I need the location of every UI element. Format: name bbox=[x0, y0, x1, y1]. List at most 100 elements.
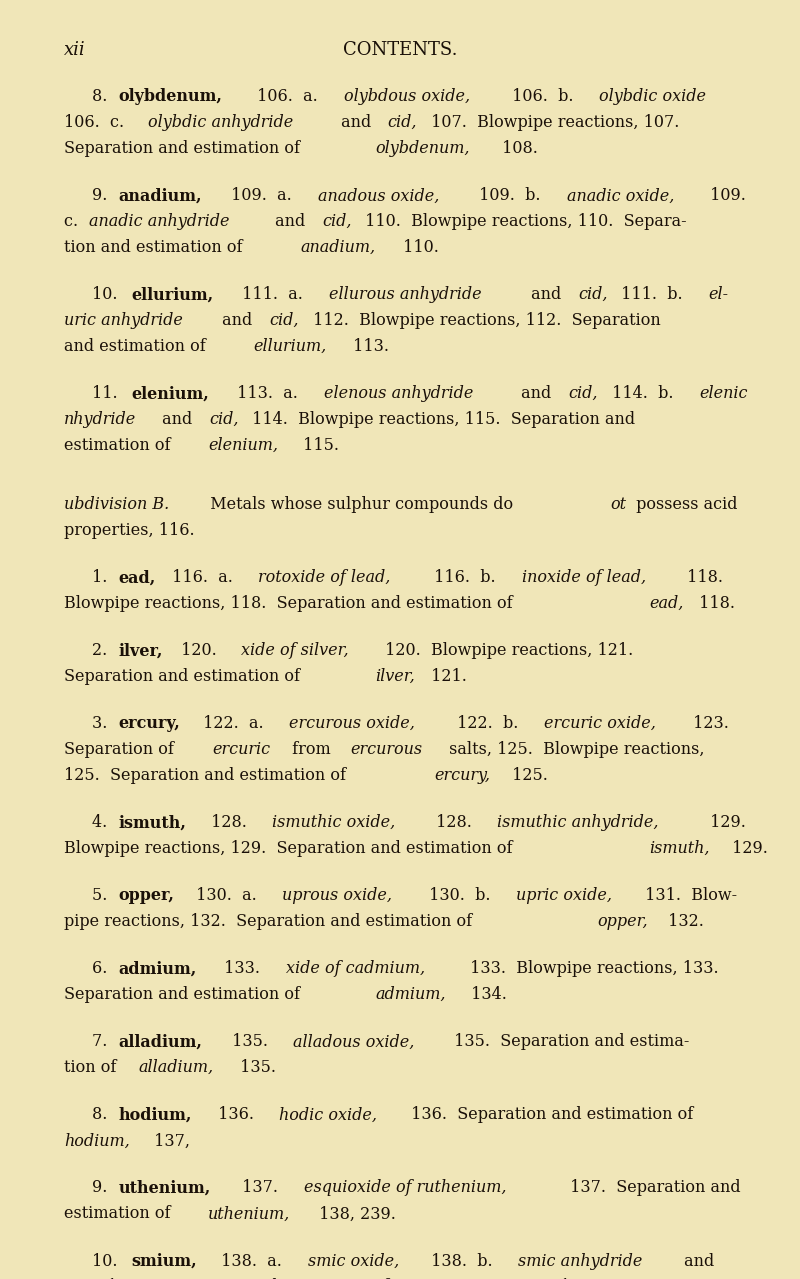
Text: opper,: opper, bbox=[598, 913, 648, 930]
Text: 133.: 133. bbox=[219, 961, 270, 977]
Text: Metals whose sulphur compounds do: Metals whose sulphur compounds do bbox=[200, 496, 518, 513]
Text: olybdenum,: olybdenum, bbox=[118, 88, 222, 105]
Text: 5.: 5. bbox=[92, 888, 113, 904]
Text: elenium,: elenium, bbox=[132, 385, 210, 403]
Text: admium,: admium, bbox=[375, 986, 446, 1003]
Text: ercury,: ercury, bbox=[118, 715, 180, 732]
Text: elenic: elenic bbox=[699, 385, 747, 403]
Text: uthenium,: uthenium, bbox=[118, 1179, 210, 1196]
Text: 123.: 123. bbox=[689, 715, 730, 732]
Text: ead,: ead, bbox=[650, 595, 684, 613]
Text: alladous oxide,: alladous oxide, bbox=[293, 1033, 414, 1050]
Text: 135.  Separation and estima-: 135. Separation and estima- bbox=[450, 1033, 690, 1050]
Text: 138.  a.: 138. a. bbox=[216, 1252, 287, 1270]
Text: 129.: 129. bbox=[706, 815, 746, 831]
Text: 136.  Separation and estimation of: 136. Separation and estimation of bbox=[406, 1106, 693, 1123]
Text: esquioxide of ruthenium,: esquioxide of ruthenium, bbox=[304, 1179, 506, 1196]
Text: 110.  Blowpipe reactions, 110.  Separa-: 110. Blowpipe reactions, 110. Separa- bbox=[360, 214, 687, 230]
Text: 111.  a.: 111. a. bbox=[238, 286, 309, 303]
Text: 113.  a.: 113. a. bbox=[232, 385, 303, 403]
Text: cid,: cid, bbox=[322, 214, 352, 230]
Text: 6.: 6. bbox=[92, 961, 113, 977]
Text: 107.  Blowpipe reactions, 107.: 107. Blowpipe reactions, 107. bbox=[426, 114, 679, 132]
Text: and: and bbox=[218, 312, 258, 329]
Text: cid,: cid, bbox=[270, 312, 299, 329]
Text: 130.  b.: 130. b. bbox=[424, 888, 495, 904]
Text: ellurium,: ellurium, bbox=[254, 338, 326, 356]
Text: anadic anhydride: anadic anhydride bbox=[89, 214, 230, 230]
Text: ismuth,: ismuth, bbox=[650, 840, 710, 857]
Text: ercurous oxide,: ercurous oxide, bbox=[290, 715, 415, 732]
Text: 131.  Blow-: 131. Blow- bbox=[640, 888, 738, 904]
Text: uthenium,: uthenium, bbox=[208, 1205, 290, 1223]
Text: 125.  Separation and estimation of: 125. Separation and estimation of bbox=[64, 767, 351, 784]
Text: 137.: 137. bbox=[238, 1179, 289, 1196]
Text: pipe reactions, 132.  Separation and estimation of: pipe reactions, 132. Separation and esti… bbox=[64, 913, 478, 930]
Text: 106.  a.: 106. a. bbox=[253, 88, 323, 105]
Text: ellurous anhydride: ellurous anhydride bbox=[329, 286, 482, 303]
Text: and: and bbox=[158, 412, 198, 428]
Text: 108.: 108. bbox=[497, 141, 538, 157]
Text: rotoxide of lead,: rotoxide of lead, bbox=[258, 569, 390, 586]
Text: 120.  Blowpipe reactions, 121.: 120. Blowpipe reactions, 121. bbox=[380, 642, 634, 659]
Text: smic anhydride: smic anhydride bbox=[518, 1252, 642, 1270]
Text: smium,: smium, bbox=[131, 1252, 197, 1270]
Text: uric anhydride: uric anhydride bbox=[64, 312, 183, 329]
Text: 8.: 8. bbox=[92, 88, 113, 105]
Text: 129.: 129. bbox=[727, 840, 768, 857]
Text: 122.  a.: 122. a. bbox=[198, 715, 269, 732]
Text: hodium,: hodium, bbox=[64, 1132, 130, 1150]
Text: elenous anhydride: elenous anhydride bbox=[324, 385, 473, 403]
Text: upric oxide,: upric oxide, bbox=[516, 888, 612, 904]
Text: ellurium,: ellurium, bbox=[131, 286, 214, 303]
Text: uprous oxide,: uprous oxide, bbox=[282, 888, 392, 904]
Text: ismuth,: ismuth, bbox=[118, 815, 186, 831]
Text: 106.  c.: 106. c. bbox=[64, 114, 130, 132]
Text: ot: ot bbox=[610, 496, 626, 513]
Text: 128.: 128. bbox=[431, 815, 482, 831]
Text: 130.  a.: 130. a. bbox=[190, 888, 262, 904]
Text: tion of: tion of bbox=[64, 1059, 122, 1077]
Text: 9.: 9. bbox=[92, 1179, 113, 1196]
Text: hodium,: hodium, bbox=[118, 1106, 192, 1123]
Text: 106.  b.: 106. b. bbox=[506, 88, 578, 105]
Text: 120.: 120. bbox=[175, 642, 226, 659]
Text: 115.: 115. bbox=[298, 437, 339, 454]
Text: 138.  b.: 138. b. bbox=[426, 1252, 498, 1270]
Text: and estimation of: and estimation of bbox=[64, 338, 211, 356]
Text: 135.: 135. bbox=[235, 1059, 276, 1077]
Text: Separation and estimation of: Separation and estimation of bbox=[64, 141, 305, 157]
Text: anadic oxide,: anadic oxide, bbox=[566, 187, 674, 205]
Text: Separation of: Separation of bbox=[64, 741, 179, 758]
Text: 135.: 135. bbox=[226, 1033, 278, 1050]
Text: 111.  b.: 111. b. bbox=[616, 286, 688, 303]
Text: 121.: 121. bbox=[426, 668, 467, 686]
Text: ercurous: ercurous bbox=[350, 741, 422, 758]
Text: and: and bbox=[516, 385, 557, 403]
Text: olybdous oxide,: olybdous oxide, bbox=[344, 88, 470, 105]
Text: 113.: 113. bbox=[348, 338, 389, 356]
Text: 11.: 11. bbox=[92, 385, 122, 403]
Text: 2.: 2. bbox=[92, 642, 112, 659]
Text: tion and estimation of: tion and estimation of bbox=[64, 239, 248, 256]
Text: salts, 125.  Blowpipe reactions,: salts, 125. Blowpipe reactions, bbox=[443, 741, 704, 758]
Text: ubdivision B.: ubdivision B. bbox=[64, 496, 170, 513]
Text: 112.  Blowpipe reactions, 112.  Separation: 112. Blowpipe reactions, 112. Separation bbox=[307, 312, 660, 329]
Text: ercuric oxide,: ercuric oxide, bbox=[544, 715, 656, 732]
Text: 116.  b.: 116. b. bbox=[429, 569, 501, 586]
Text: Blowpipe reactions, 118.  Separation and estimation of: Blowpipe reactions, 118. Separation and … bbox=[64, 595, 518, 613]
Text: 109.  a.: 109. a. bbox=[226, 187, 297, 205]
Text: CONTENTS.: CONTENTS. bbox=[342, 41, 458, 59]
Text: smic oxide,: smic oxide, bbox=[308, 1252, 399, 1270]
Text: Blowpipe reactions, 129.  Separation and estimation of: Blowpipe reactions, 129. Separation and … bbox=[64, 840, 518, 857]
Text: ismuthic oxide,: ismuthic oxide, bbox=[272, 815, 395, 831]
Text: ercuric: ercuric bbox=[212, 741, 270, 758]
Text: estimation of: estimation of bbox=[64, 437, 176, 454]
Text: 109.: 109. bbox=[706, 187, 746, 205]
Text: olybdenum,: olybdenum, bbox=[375, 141, 470, 157]
Text: inoxide of lead,: inoxide of lead, bbox=[522, 569, 646, 586]
Text: and: and bbox=[678, 1252, 714, 1270]
Text: Separation and estimation of: Separation and estimation of bbox=[64, 986, 305, 1003]
Text: hodic oxide,: hodic oxide, bbox=[279, 1106, 378, 1123]
Text: anadium,: anadium, bbox=[118, 187, 202, 205]
